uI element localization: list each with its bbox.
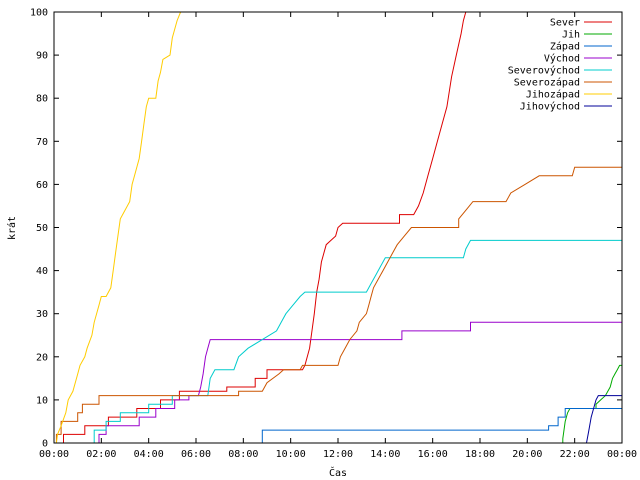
y-tick-label: 10 — [36, 395, 48, 406]
x-tick-label: 06:00 — [181, 449, 211, 460]
legend-label: Severovýchod — [508, 65, 580, 77]
legend-label: Sever — [550, 18, 580, 29]
legend-label: Jihozápad — [526, 89, 580, 101]
series-line — [63, 11, 467, 443]
series-line — [93, 239, 622, 443]
x-tick-label: 12:00 — [323, 449, 353, 460]
y-tick-label: 30 — [36, 309, 48, 320]
legend-label: Západ — [550, 41, 580, 53]
legend-label: Jih — [562, 30, 580, 41]
y-tick-label: 90 — [36, 51, 48, 62]
series-line — [98, 321, 622, 443]
y-tick-label: 40 — [36, 266, 48, 277]
series-line — [55, 11, 182, 444]
x-tick-label: 20:00 — [512, 449, 542, 460]
series-line — [261, 408, 622, 443]
legend-label: Severozápad — [514, 77, 580, 89]
y-tick-label: 60 — [36, 180, 48, 191]
y-tick-label: 0 — [42, 439, 48, 450]
x-tick-label: 02:00 — [86, 449, 116, 460]
x-tick-label: 00:00 — [39, 449, 69, 460]
y-axis: 0 10 20 30 40 50 60 70 80 90 100 — [30, 8, 622, 450]
x-tick-label: 10:00 — [276, 449, 306, 460]
y-tick-label: 80 — [36, 94, 48, 105]
x-tick-label: 08:00 — [228, 449, 258, 460]
series-line — [562, 364, 622, 443]
x-tick-label: 00:00 — [607, 449, 637, 460]
plot-lines — [55, 11, 622, 444]
legend: SeverJihZápadVýchodSeverovýchodSeverozáp… — [508, 18, 612, 113]
x-tick-label: 14:00 — [370, 449, 400, 460]
series-line — [586, 395, 622, 444]
y-axis-title: krát — [6, 216, 18, 240]
y-tick-label: 100 — [30, 8, 48, 19]
y-tick-label: 20 — [36, 352, 48, 363]
x-tick-label: 16:00 — [418, 449, 448, 460]
legend-label: Jihovýchod — [520, 101, 580, 113]
y-tick-label: 50 — [36, 223, 48, 234]
x-tick-label: 22:00 — [560, 449, 590, 460]
series-line — [55, 166, 622, 443]
y-tick-label: 70 — [36, 137, 48, 148]
x-axis-title: Čas — [329, 466, 347, 479]
legend-label: Východ — [544, 53, 580, 65]
x-tick-label: 04:00 — [134, 449, 164, 460]
x-axis: 00:00 02:00 04:00 06:00 08:00 10:00 12:00 14:00… — [39, 12, 637, 460]
x-tick-label: 18:00 — [465, 449, 495, 460]
